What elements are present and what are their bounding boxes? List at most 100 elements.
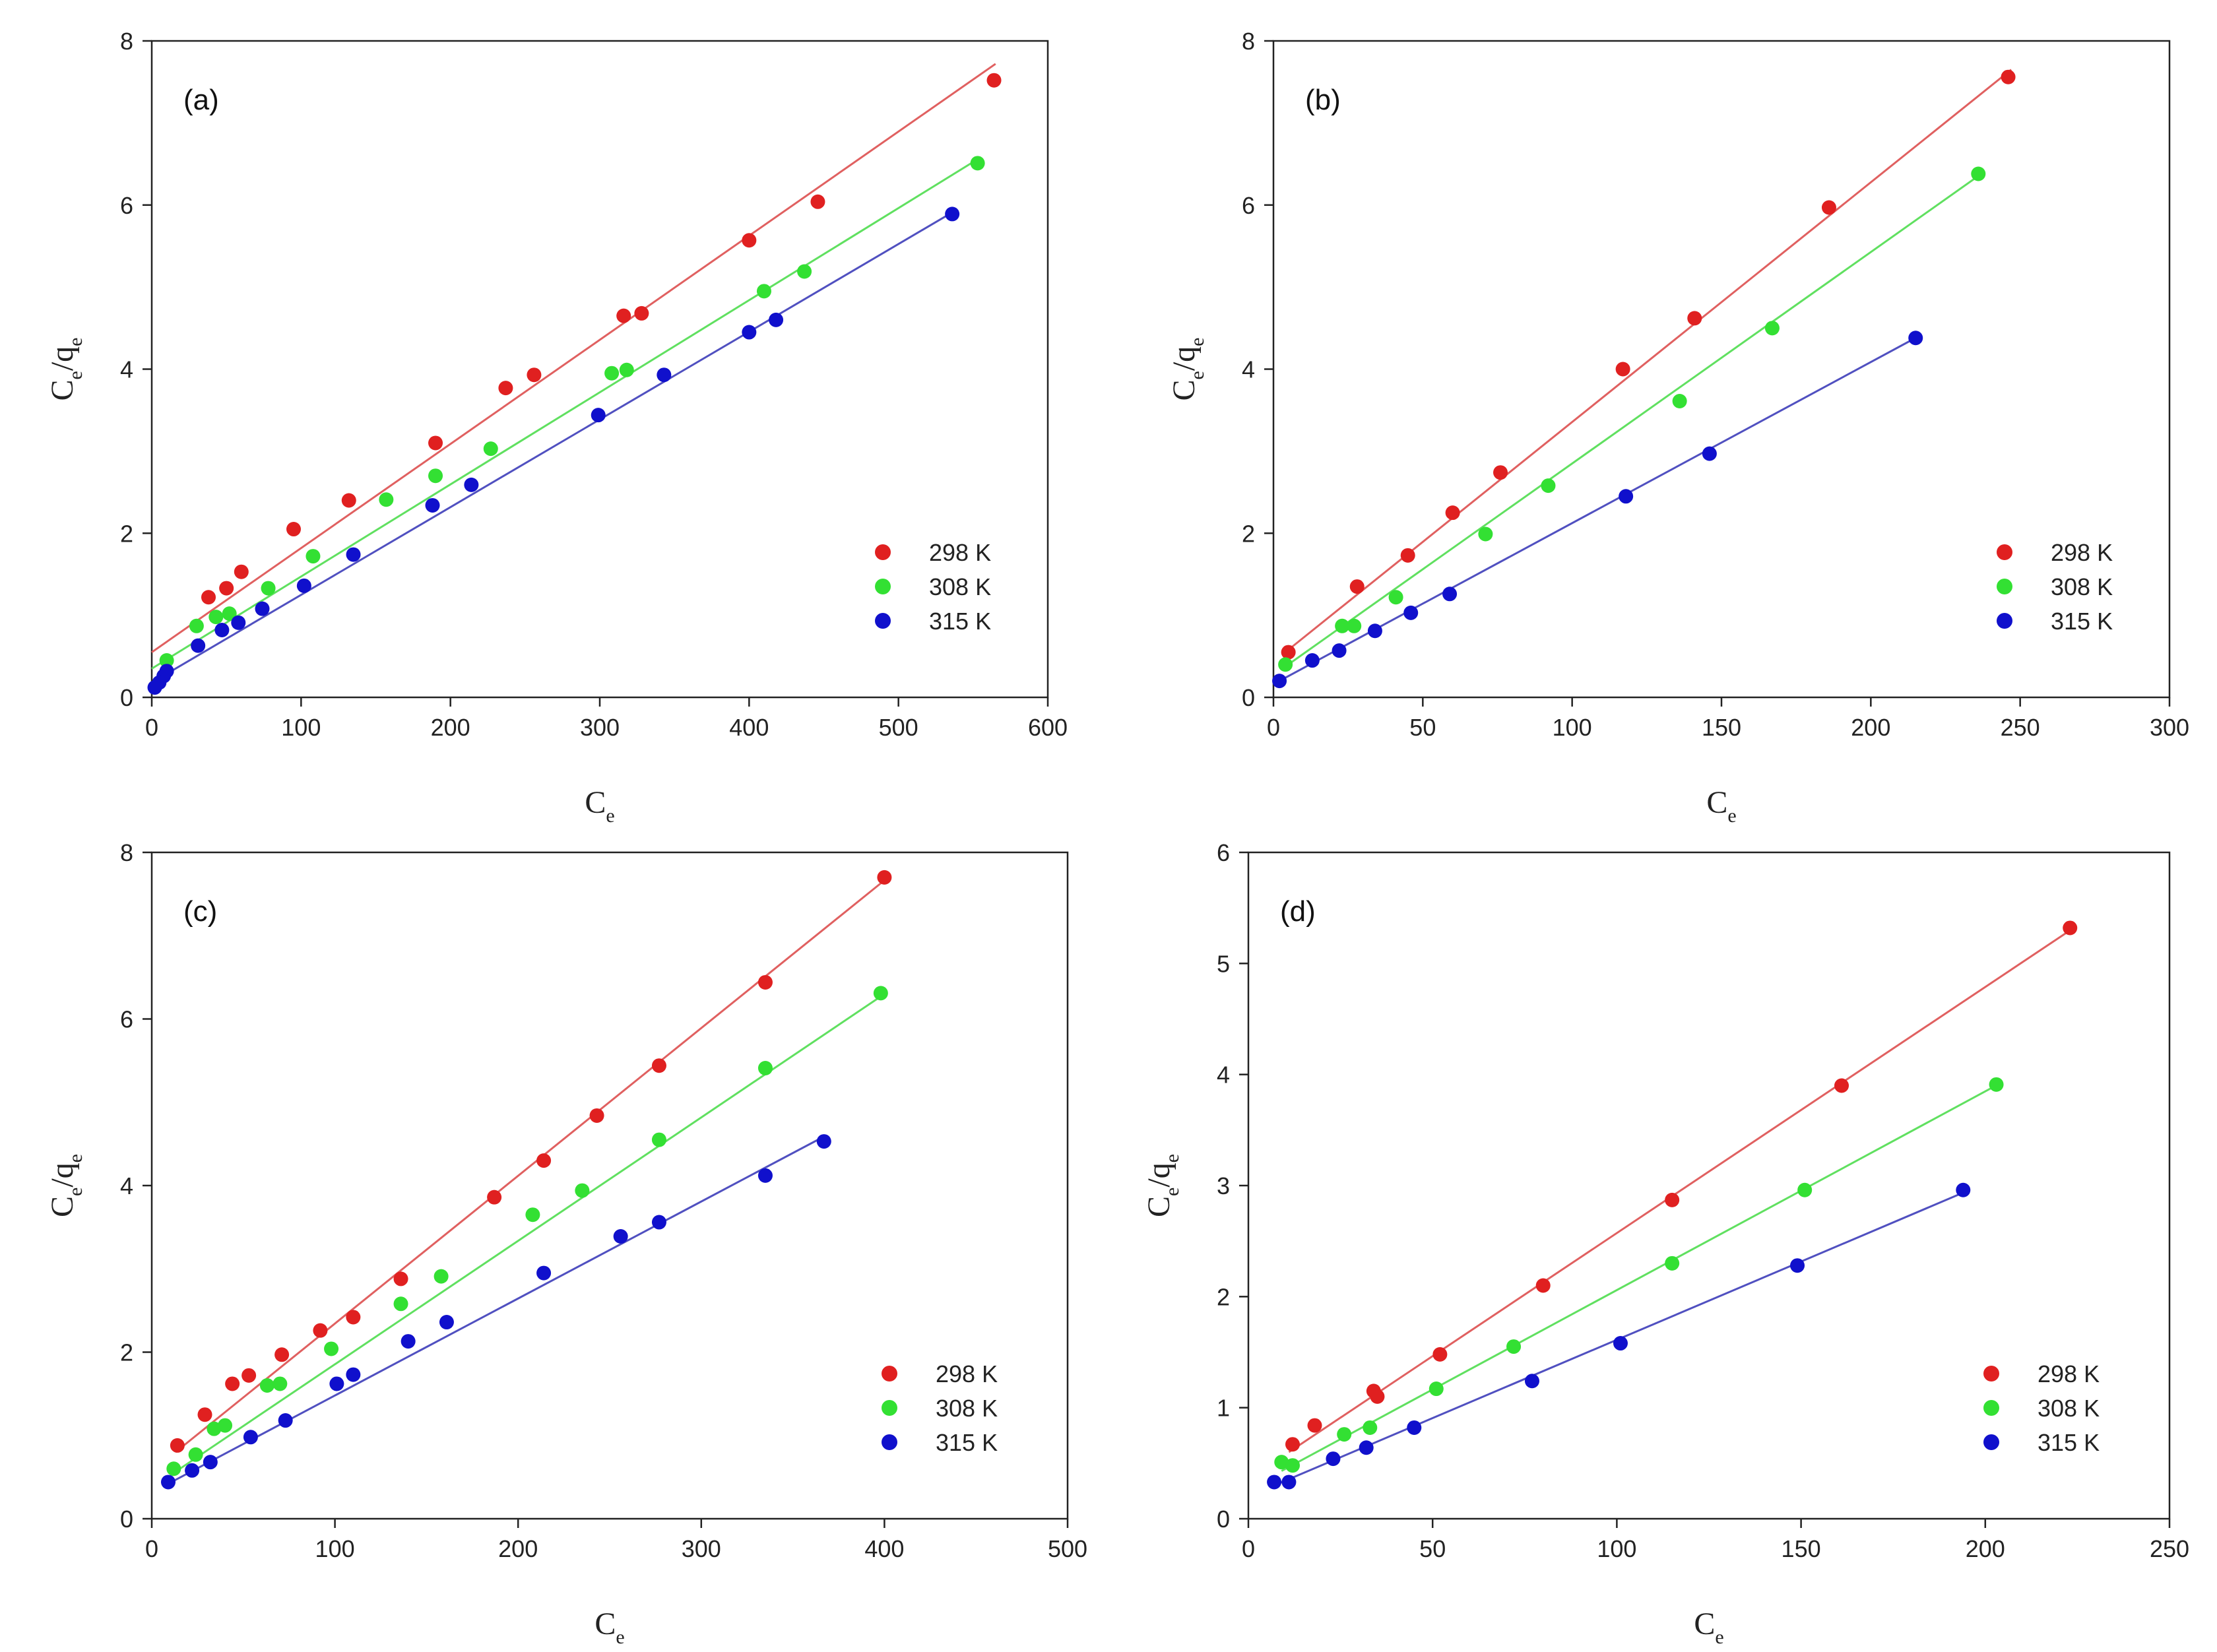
y-tick-label: 4	[1242, 356, 1255, 383]
data-point-298k	[1535, 1278, 1551, 1293]
data-point-298k	[1370, 1389, 1385, 1404]
legend-label: 315 K	[929, 608, 991, 635]
legend-label: 315 K	[2051, 608, 2113, 635]
data-point-315k	[425, 497, 440, 513]
x-tick-label: 0	[1267, 714, 1280, 741]
data-point-308k	[1337, 1427, 1352, 1442]
data-point-298k	[1432, 1347, 1448, 1362]
data-point-298k	[197, 1407, 212, 1422]
data-point-315k	[160, 1475, 176, 1490]
data-point-298k	[341, 493, 356, 508]
data-point-308k	[1278, 657, 1293, 672]
data-point-308k	[1665, 1255, 1680, 1271]
data-point-298k	[527, 367, 542, 383]
y-axis-label-main: C	[45, 1196, 80, 1217]
y-tick-label: 2	[120, 520, 133, 547]
y-axis-label-sub1: e	[1186, 371, 1208, 379]
y-axis-label-sub2: e	[1186, 337, 1208, 346]
data-point-298k	[634, 305, 649, 321]
plot-frame	[150, 40, 1049, 699]
fit-line-308k	[1281, 173, 1982, 670]
x-tick-label: 200	[498, 1535, 538, 1562]
y-tick-label: 5	[1217, 950, 1230, 977]
fit-line-308k	[173, 993, 885, 1474]
y-axis-label-sub2: e	[65, 337, 86, 346]
x-axis-label-main: C	[585, 785, 606, 820]
data-point-298k	[877, 870, 892, 885]
data-point-298k	[1285, 1437, 1301, 1452]
x-axis-label-sub: e	[1715, 1626, 1723, 1648]
data-point-315k	[1332, 643, 1347, 658]
fit-line-315k	[168, 1134, 827, 1485]
legend-label: 308 K	[936, 1395, 998, 1422]
data-point-298k	[1821, 200, 1836, 215]
y-tick-label: 4	[120, 356, 133, 383]
y-axis-label-sub1: e	[65, 1188, 86, 1196]
x-tick-label: 100	[281, 714, 321, 741]
x-tick-label: 250	[2150, 1535, 2189, 1562]
data-point-315k	[185, 1463, 200, 1478]
y-tick-label: 0	[120, 684, 133, 711]
y-tick-label: 2	[1242, 520, 1255, 547]
x-tick-label: 0	[145, 1535, 158, 1562]
x-axis-label: Ce	[1694, 1606, 1723, 1648]
data-point-298k	[1687, 311, 1702, 326]
legend-marker	[1997, 613, 2012, 629]
y-tick-label: 6	[120, 1006, 133, 1033]
legend-label: 298 K	[936, 1360, 998, 1387]
x-tick-label: 600	[1028, 714, 1068, 741]
x-tick-label: 500	[879, 714, 918, 741]
legend-label: 308 K	[2038, 1395, 2100, 1422]
data-point-308k	[209, 610, 224, 625]
fit-line-308k	[151, 156, 981, 670]
x-tick-label: 100	[1553, 714, 1592, 741]
y-tick-label: 2	[120, 1339, 133, 1366]
x-axis-label: Ce	[585, 785, 614, 827]
data-point-308k	[166, 1461, 181, 1477]
data-point-298k	[757, 974, 773, 990]
y-axis-label: Ce/qe	[45, 337, 86, 400]
x-axis-label-main: C	[594, 1606, 616, 1641]
x-tick-label: 100	[1597, 1535, 1636, 1562]
data-point-315k	[278, 1413, 293, 1428]
x-tick-label: 400	[729, 714, 769, 741]
x-tick-label: 500	[1048, 1535, 1087, 1562]
legend-marker	[1983, 1366, 1999, 1382]
y-tick-label: 6	[120, 192, 133, 219]
data-point-308k	[619, 362, 634, 377]
data-point-298k	[219, 581, 234, 596]
data-point-308k	[207, 1421, 222, 1436]
y-axis-label-main: C	[1167, 379, 1202, 400]
data-point-308k	[222, 606, 237, 621]
data-point-308k	[1274, 1455, 1289, 1470]
data-point-298k	[346, 1310, 361, 1325]
y-tick-label: 8	[120, 839, 133, 866]
data-point-315k	[1359, 1440, 1374, 1455]
data-point-315k	[945, 206, 960, 222]
data-point-308k	[188, 1447, 203, 1462]
data-point-308k	[189, 618, 204, 633]
plot-frame	[1247, 851, 2171, 1520]
data-point-308k	[651, 1132, 666, 1147]
data-point-315k	[329, 1376, 344, 1391]
y-tick-label: 0	[1242, 684, 1255, 711]
legend-label: 315 K	[936, 1429, 998, 1456]
data-point-308k	[305, 549, 321, 564]
y-axis-label-mid: /q	[45, 1162, 80, 1187]
data-point-315k	[1403, 605, 1419, 620]
data-point-315k	[214, 623, 230, 638]
data-point-315k	[296, 578, 311, 593]
data-point-315k	[346, 547, 361, 562]
x-tick-label: 0	[1242, 1535, 1255, 1562]
y-tick-label: 8	[120, 28, 133, 55]
x-tick-label: 300	[580, 714, 620, 741]
data-point-298k	[274, 1347, 290, 1362]
data-point-308k	[525, 1207, 540, 1223]
data-point-308k	[575, 1183, 590, 1198]
x-tick-label: 150	[1782, 1535, 1821, 1562]
fit-line-298k	[1288, 927, 2074, 1453]
data-point-308k	[1429, 1382, 1444, 1397]
y-axis-label-main: C	[1141, 1196, 1176, 1217]
data-point-308k	[428, 468, 443, 484]
data-point-298k	[986, 73, 1002, 88]
